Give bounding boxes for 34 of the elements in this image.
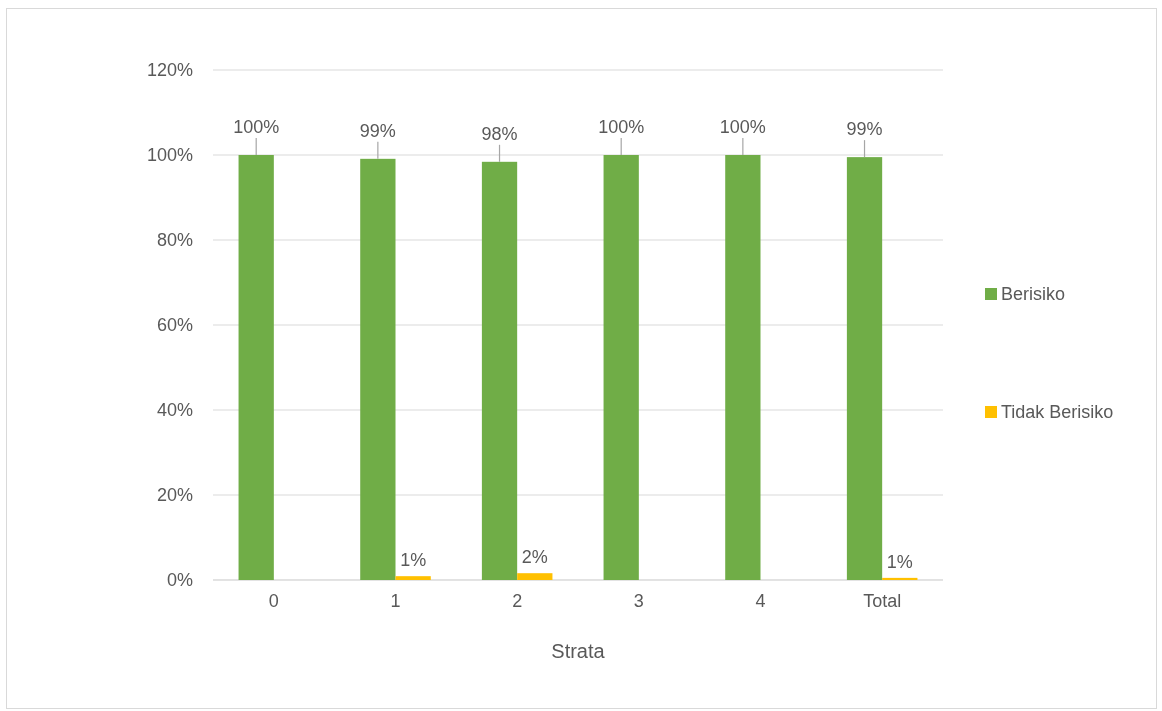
bar	[603, 155, 639, 580]
data-label: 99%	[846, 119, 883, 140]
y-tick-label: 40%	[156, 400, 193, 421]
data-label: 100%	[719, 117, 766, 137]
x-tick-label: 2	[512, 590, 523, 611]
data-label: 100%	[233, 117, 280, 137]
x-axis-title: Strata	[551, 640, 606, 662]
x-tick-label: Total	[863, 590, 902, 611]
data-label: 100%	[598, 117, 645, 137]
bar	[238, 155, 274, 580]
data-label: 2%	[521, 547, 548, 568]
legend-label: Tidak Berisiko	[1001, 402, 1114, 422]
bar	[360, 158, 396, 580]
bar	[725, 155, 761, 580]
x-tick-label: 4	[755, 590, 766, 611]
bar	[882, 577, 918, 580]
bar	[395, 576, 431, 580]
bar	[846, 157, 883, 580]
data-label: 98%	[481, 123, 518, 144]
x-tick-label: 3	[633, 590, 644, 611]
data-label: 99%	[359, 120, 396, 141]
x-tick-label: 0	[268, 590, 279, 611]
bar	[481, 161, 518, 580]
y-tick-label: 0%	[166, 570, 193, 591]
data-label: 1%	[400, 550, 427, 571]
legend-label: Berisiko	[1001, 284, 1066, 304]
y-tick-label: 60%	[156, 315, 193, 336]
y-tick-label: 20%	[156, 485, 193, 506]
y-tick-label: 100%	[146, 145, 193, 166]
x-tick-label: 1	[390, 590, 401, 611]
y-tick-label: 80%	[156, 230, 193, 251]
y-tick-label: 120%	[146, 60, 193, 81]
bar	[517, 573, 553, 580]
data-label: 1%	[886, 551, 913, 572]
